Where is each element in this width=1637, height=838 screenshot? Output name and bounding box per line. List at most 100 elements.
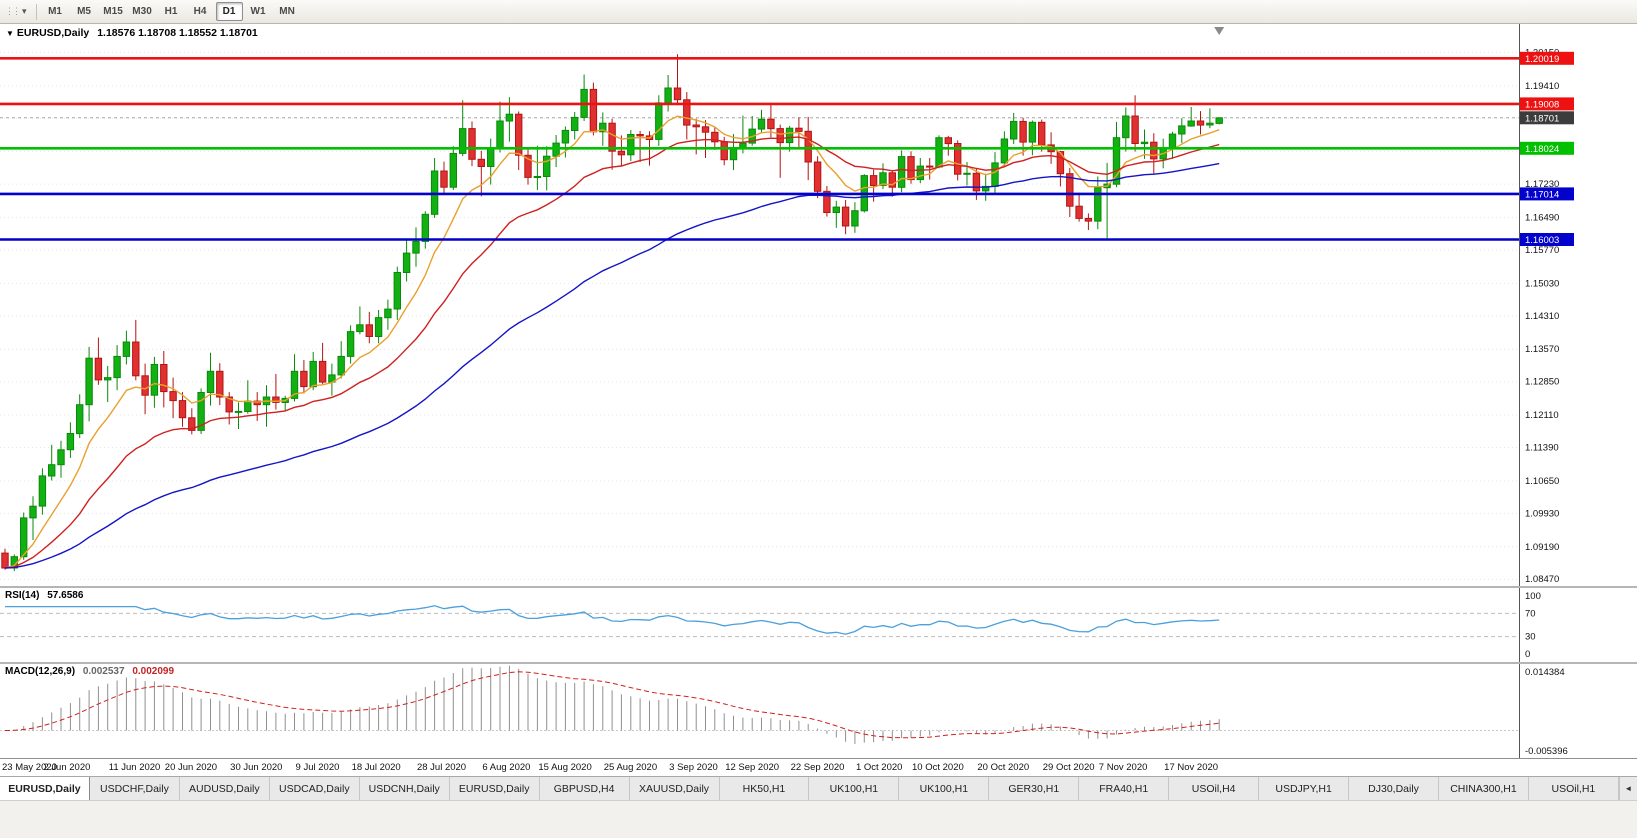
time-axis-label: 15 Aug 2020 (538, 762, 592, 773)
time-axis-label: 3 Sep 2020 (669, 762, 718, 773)
chart-tab-gbpusd-h4[interactable]: GBPUSD,H4 (539, 777, 630, 800)
time-axis-label: 30 Jun 2020 (230, 762, 283, 773)
chart-tab-dj30-daily[interactable]: DJ30,Daily (1349, 777, 1439, 800)
svg-text:1.09930: 1.09930 (1525, 508, 1559, 519)
price-axis: 1.201501.194101.186901.179501.172301.164… (1519, 24, 1637, 586)
timeframe-button-m15[interactable]: M15 (103, 6, 123, 17)
rsi-value: 57.6586 (47, 590, 84, 601)
bottom-strip (0, 800, 1637, 838)
time-axis-label: 22 Sep 2020 (790, 762, 845, 773)
chart-tab-hk50-h1[interactable]: HK50,H1 (719, 777, 810, 800)
rsi-canvas[interactable]: 100 70 30 0 (0, 588, 1637, 662)
time-axis-label: 9 Jul 2020 (295, 762, 340, 773)
chart-tab-uk100-h1[interactable]: UK100,H1 (899, 777, 990, 800)
chart-tab-eurusd-daily[interactable]: EURUSD,Daily (449, 777, 540, 800)
chart-collapse-icon[interactable]: ▼ (6, 29, 14, 38)
svg-text:1.13570: 1.13570 (1525, 344, 1559, 355)
svg-text:0: 0 (1525, 649, 1530, 660)
chart-tabs-bar: EURUSD,Daily USDCHF,Daily AUDUSD,Daily USDC… (0, 776, 1637, 800)
time-axis[interactable]: 23 May 2020 2 Jun 2020 11 Jun 2020 20 Jun 2… (0, 758, 1637, 776)
time-axis-label: 10 Oct 2020 (912, 762, 964, 773)
svg-text:70: 70 (1525, 608, 1536, 619)
chart-shift-marker[interactable] (1214, 27, 1225, 35)
timeframe-button-m30[interactable]: M30 (132, 6, 152, 17)
chart-tab-audusd-daily[interactable]: AUDUSD,Daily (179, 777, 270, 800)
svg-text:1.17014: 1.17014 (1525, 189, 1559, 200)
chart-tab-china300-h1[interactable]: CHINA300,H1 (1439, 777, 1529, 800)
time-axis-label: 18 Jul 2020 (351, 762, 401, 773)
time-axis-label: 29 Oct 2020 (1042, 762, 1095, 773)
chart-tab-uk100-h1[interactable]: UK100,H1 (809, 777, 900, 800)
main-chart-area[interactable]: 1.201501.194101.186901.179501.172301.164… (0, 24, 1637, 586)
macd-canvas[interactable]: 0.014384 -0.005396 (0, 664, 1637, 758)
toolbar-grip-icon[interactable]: ⋮⋮ (5, 6, 21, 16)
svg-text:1.08470: 1.08470 (1525, 574, 1559, 585)
chart-tab-usdcad-daily[interactable]: USDCAD,Daily (269, 777, 360, 800)
svg-text:-0.005396: -0.005396 (1525, 746, 1568, 757)
timeframe-button-m5[interactable]: M5 (77, 6, 91, 17)
svg-text:1.20019: 1.20019 (1525, 54, 1559, 65)
time-axis-label: 12 Sep 2020 (725, 762, 780, 773)
chart-symbol-period: EURUSD,Daily (16, 27, 90, 39)
time-axis-label: 23 May 2020 (2, 762, 57, 773)
rsi-name: RSI(14) (5, 590, 40, 601)
macd-signal-line (4, 671, 1220, 739)
timeframe-button-w1[interactable]: W1 (250, 6, 266, 17)
chart-tab-usoil-h1[interactable]: USOil,H1 (1528, 777, 1619, 800)
time-axis-label: 6 Aug 2020 (482, 762, 531, 773)
svg-text:1.09190: 1.09190 (1525, 542, 1559, 553)
chart-title: ▼ EURUSD,Daily 1.18576 1.18708 1.18552 1.… (6, 27, 258, 39)
horizontal-level-lines[interactable] (0, 56, 1519, 241)
macd-main-value: 0.002537 (82, 666, 125, 677)
svg-text:1.16490: 1.16490 (1525, 213, 1559, 224)
svg-text:1.18701: 1.18701 (1525, 113, 1559, 124)
timeframe-button-mn[interactable]: MN (279, 6, 295, 17)
time-axis-label: 11 Jun 2020 (108, 762, 161, 773)
candlestick-series (1, 54, 1223, 572)
svg-text:1.16003: 1.16003 (1525, 235, 1559, 246)
rsi-panel[interactable]: 100 70 30 0 RSI(14) 57.6586 (0, 586, 1637, 662)
ma-line-8 (4, 115, 1220, 569)
tab-scroll-left-icon[interactable]: ◄ (1618, 777, 1637, 800)
price-chart-canvas[interactable]: 1.201501.194101.186901.179501.172301.164… (0, 24, 1637, 586)
macd-name: MACD(12,26,9) (5, 666, 76, 677)
timeframes-dropdown-icon[interactable]: ▾ (22, 6, 27, 16)
rsi-label: RSI(14) 57.6586 (5, 590, 83, 601)
svg-text:30: 30 (1525, 632, 1536, 643)
svg-text:0.014384: 0.014384 (1525, 667, 1565, 678)
ma-line-55 (4, 162, 1220, 569)
chart-tab-eurusd-daily[interactable]: EURUSD,Daily (0, 777, 90, 800)
time-axis-label: 7 Nov 2020 (1098, 762, 1148, 773)
svg-text:1.10650: 1.10650 (1525, 476, 1559, 487)
chart-tab-usdjpy-h1[interactable]: USDJPY,H1 (1259, 777, 1350, 800)
timeframe-toolbar: ⋮⋮ ▾ M1 M5 M15 M30 H1 H4 D1 W1 MN (0, 0, 1637, 24)
macd-histogram (13, 665, 1220, 744)
timeframe-buttons: M1 M5 M15 M30 H1 H4 D1 W1 MN (42, 2, 301, 21)
ma-line-21 (4, 136, 1220, 569)
svg-text:100: 100 (1525, 591, 1541, 602)
chart-ohlc-values: 1.18576 1.18708 1.18552 1.18701 (97, 27, 258, 39)
price-grid (0, 51, 1519, 580)
chart-tab-usdchf-daily[interactable]: USDCHF,Daily (89, 777, 180, 800)
chart-tab-ger30-h1[interactable]: GER30,H1 (989, 777, 1080, 800)
macd-label: MACD(12,26,9) 0.002537 0.002099 (5, 666, 174, 677)
timeframe-button-m1[interactable]: M1 (48, 6, 62, 17)
timeframe-button-d1[interactable]: D1 (215, 2, 243, 21)
svg-text:1.11390: 1.11390 (1525, 443, 1559, 454)
timeframe-button-h1[interactable]: H1 (164, 6, 178, 17)
svg-text:1.17230: 1.17230 (1525, 179, 1559, 190)
chart-tab-usdcnh-daily[interactable]: USDCNH,Daily (359, 777, 450, 800)
time-axis-label: 28 Jul 2020 (416, 762, 467, 773)
svg-text:1.15030: 1.15030 (1525, 278, 1559, 289)
chart-tab-fra40-h1[interactable]: FRA40,H1 (1079, 777, 1170, 800)
chart-tab-xauusd-daily[interactable]: XAUUSD,Daily (629, 777, 720, 800)
time-axis-label: 17 Nov 2020 (1164, 762, 1219, 773)
macd-panel[interactable]: 0.014384 -0.005396 MACD(12,26,9) 0.002537… (0, 662, 1637, 758)
svg-text:1.12850: 1.12850 (1525, 377, 1559, 388)
timeframe-button-h4[interactable]: H4 (193, 6, 207, 17)
chart-tab-usoil-h4[interactable]: USOil,H4 (1169, 777, 1260, 800)
svg-text:1.15770: 1.15770 (1525, 245, 1559, 256)
time-axis-label: 20 Oct 2020 (977, 762, 1030, 773)
svg-text:1.19008: 1.19008 (1525, 99, 1559, 110)
